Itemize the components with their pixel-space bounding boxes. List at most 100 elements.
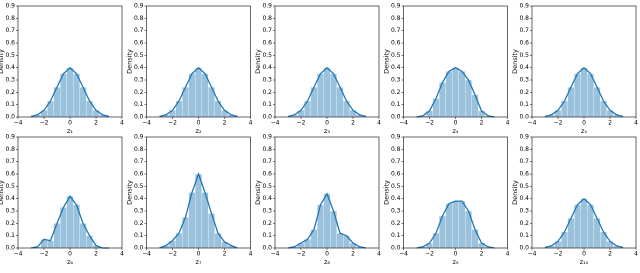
- y-tick-label: 0.6: [5, 171, 15, 178]
- y-tick-label: 0.8: [134, 15, 144, 22]
- x-axis-label: z₄: [452, 127, 458, 135]
- hist-bar: [67, 196, 74, 248]
- y-tick-label: 0.5: [5, 183, 15, 190]
- x-tick-label: −4: [14, 120, 23, 127]
- y-tick-label: 0.5: [5, 52, 15, 59]
- y-tick-label: 0.8: [5, 15, 15, 22]
- y-tick-label: 0.6: [262, 40, 272, 47]
- y-tick-label: 0.9: [5, 3, 15, 10]
- y-tick-label: 0.5: [134, 183, 144, 190]
- y-tick-label: 0.6: [391, 40, 401, 47]
- y-tick-label: 0.3: [391, 77, 401, 84]
- y-tick-label: 0.7: [134, 27, 144, 34]
- x-tick-label: 2: [94, 120, 98, 127]
- x-tick-label: −4: [399, 251, 408, 258]
- x-tick-label: −2: [40, 120, 49, 127]
- y-tick-label: 0.8: [391, 15, 401, 22]
- y-axis-label: Density: [383, 180, 391, 205]
- x-axis-label: z₇: [195, 258, 201, 266]
- x-tick-label: 4: [249, 120, 253, 127]
- y-axis-label: Density: [383, 49, 391, 74]
- x-tick-label: 2: [223, 251, 227, 258]
- y-tick-label: 0.7: [391, 27, 401, 34]
- y-tick-label: 0.6: [5, 40, 15, 47]
- hist-bar: [41, 239, 48, 248]
- x-tick-label: 2: [223, 120, 227, 127]
- y-axis-label: Density: [511, 49, 519, 74]
- y-axis-label: Density: [254, 180, 262, 205]
- y-tick-label: 0.7: [262, 27, 272, 34]
- hist-bar: [472, 95, 479, 117]
- y-tick-label: 0.7: [391, 158, 401, 165]
- y-tick-label: 0.1: [519, 232, 529, 239]
- y-tick-label: 0.2: [5, 220, 15, 227]
- y-tick-label: 0.8: [262, 15, 272, 22]
- y-tick-label: 0.7: [519, 158, 529, 165]
- hist-bar: [54, 223, 61, 248]
- x-tick-label: −4: [142, 251, 151, 258]
- hist-bar: [452, 68, 459, 117]
- y-tick-label: 0.5: [262, 52, 272, 59]
- y-tick-label: 0.9: [5, 134, 15, 141]
- y-tick-label: 0.2: [391, 89, 401, 96]
- x-tick-label: 2: [480, 251, 484, 258]
- y-tick-label: 0.6: [519, 40, 529, 47]
- y-tick-label: 0.1: [262, 232, 272, 239]
- x-axis-label: z₃: [324, 127, 330, 135]
- hist-bar: [202, 74, 209, 117]
- x-tick-label: −2: [297, 251, 306, 258]
- y-tick-label: 0.9: [391, 134, 401, 141]
- y-tick-label: 0.9: [519, 134, 529, 141]
- y-tick-label: 0.1: [391, 232, 401, 239]
- y-axis-label: Density: [254, 49, 262, 74]
- y-tick-label: 0.6: [262, 171, 272, 178]
- y-tick-label: 0.1: [262, 101, 272, 108]
- hist-bar: [47, 241, 54, 248]
- hist-bar: [574, 205, 581, 248]
- hist-bar: [581, 199, 588, 248]
- y-tick-label: 0.4: [134, 64, 144, 71]
- y-tick-label: 0.2: [262, 89, 272, 96]
- x-tick-label: −4: [14, 251, 23, 258]
- x-tick-label: 4: [377, 120, 381, 127]
- y-axis-label: Density: [126, 49, 134, 74]
- x-tick-label: −2: [554, 251, 563, 258]
- y-tick-label: 0.8: [5, 146, 15, 153]
- y-tick-label: 0.7: [5, 27, 15, 34]
- y-tick-label: 0.4: [5, 195, 15, 202]
- y-tick-label: 0.6: [134, 40, 144, 47]
- hist-bar: [317, 74, 324, 117]
- x-tick-label: −2: [425, 251, 434, 258]
- y-axis-label: Density: [0, 49, 5, 74]
- x-axis-label: z₁₀: [580, 258, 589, 266]
- y-tick-label: 0.4: [262, 64, 272, 71]
- hist-bar: [324, 68, 331, 117]
- y-tick-label: 0.4: [519, 64, 529, 71]
- y-tick-label: 0.2: [134, 220, 144, 227]
- x-tick-label: 4: [506, 120, 510, 127]
- y-tick-label: 0.2: [134, 89, 144, 96]
- x-tick-label: −2: [297, 120, 306, 127]
- x-tick-label: −2: [168, 251, 177, 258]
- y-tick-label: 0.8: [134, 146, 144, 153]
- x-tick-label: 0: [197, 251, 201, 258]
- y-tick-label: 0.3: [262, 77, 272, 84]
- hist-bar: [459, 71, 466, 117]
- y-tick-label: 0.9: [262, 134, 272, 141]
- y-tick-label: 0.1: [5, 101, 15, 108]
- x-tick-label: −2: [425, 120, 434, 127]
- x-tick-label: −4: [142, 120, 151, 127]
- x-axis-label: z₂: [195, 127, 201, 135]
- y-tick-label: 0.8: [262, 146, 272, 153]
- hist-bar: [587, 74, 594, 117]
- x-tick-label: 2: [480, 120, 484, 127]
- hist-bar: [446, 71, 453, 117]
- y-tick-label: 0.9: [134, 134, 144, 141]
- x-axis-label: z₈: [324, 258, 330, 266]
